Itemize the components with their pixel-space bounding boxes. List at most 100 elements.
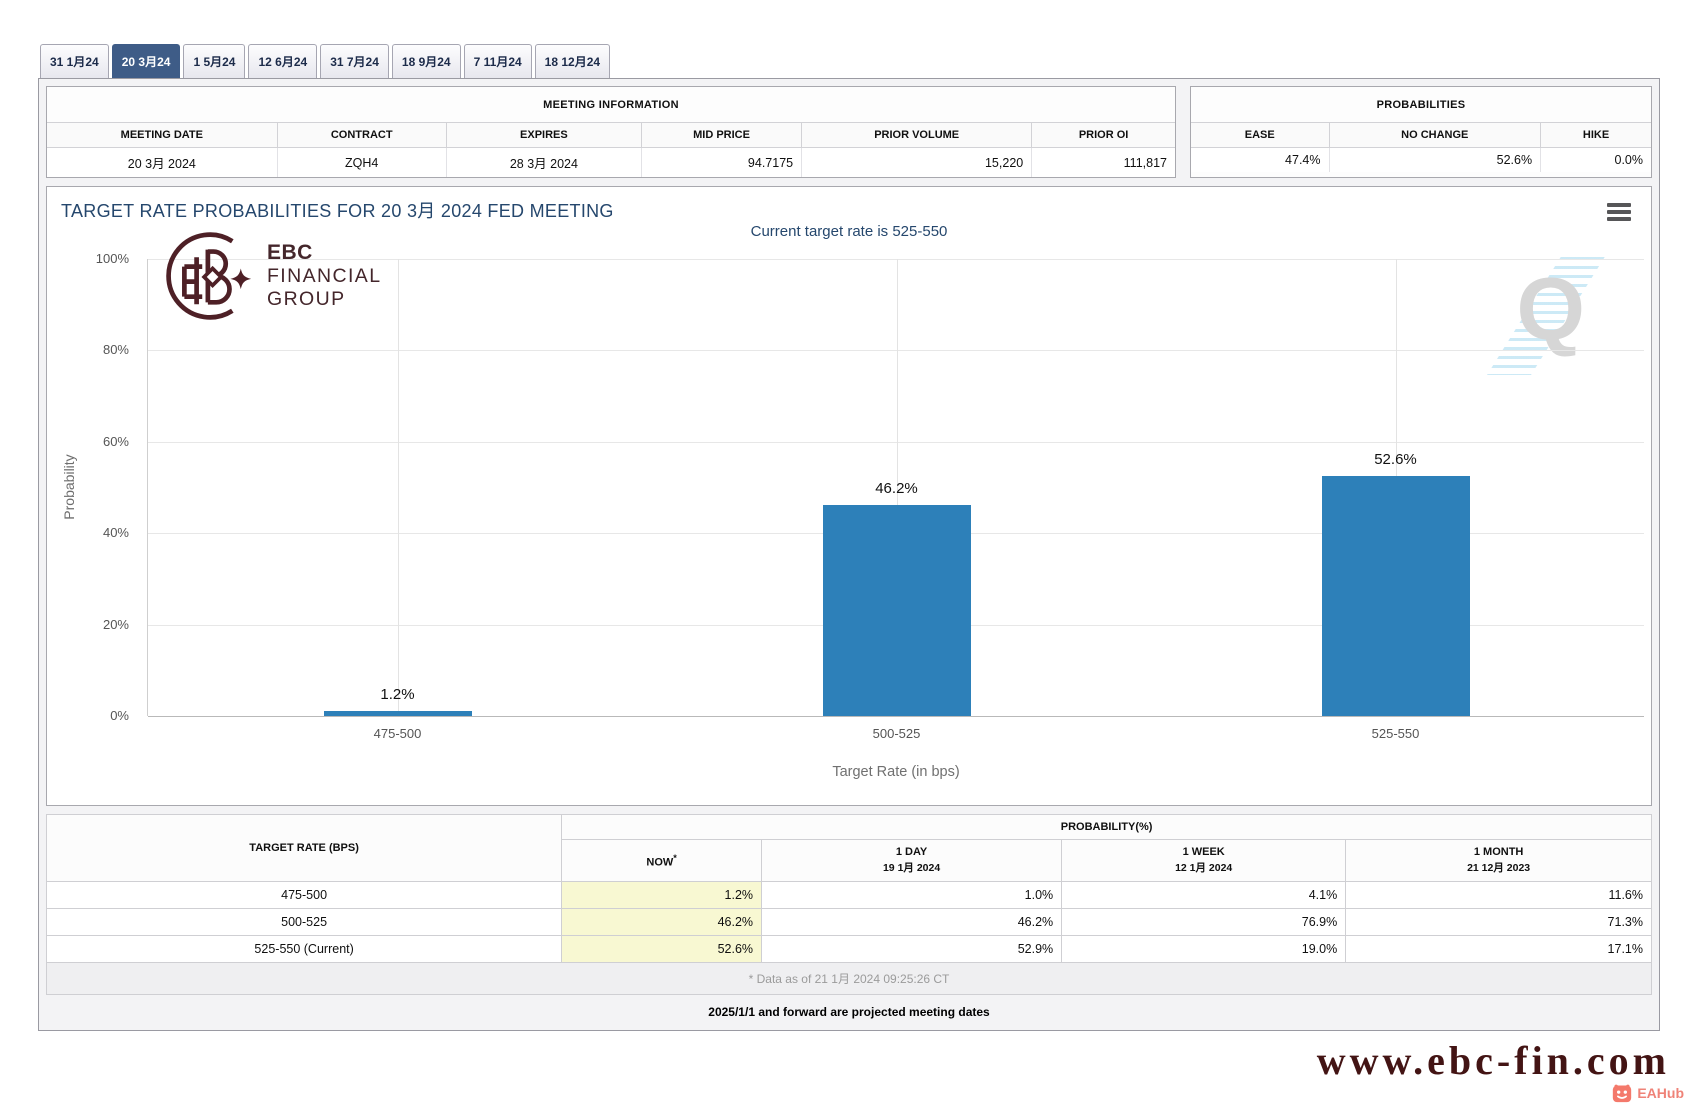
meeting-information-table: MEETING DATE CONTRACT EXPIRES MID PRICE …: [47, 122, 1175, 177]
one-week-header: 1 WEEK 12 1月 2024: [1061, 839, 1347, 882]
tab-jun12[interactable]: 12 6月24: [248, 44, 318, 78]
vertical-gridline: [397, 259, 399, 716]
expires-value: 28 3月 2024: [446, 147, 642, 177]
eahub-badge-label: EAHub: [1637, 1085, 1684, 1101]
bar-value-label: 46.2%: [875, 479, 918, 497]
col-hike: HIKE: [1540, 122, 1651, 148]
probability-group-header: PROBABILITY(%): [561, 814, 1652, 840]
rate-cell: 475-500: [45, 881, 563, 909]
gridline: [148, 350, 1644, 352]
chart-subtitle: Current target rate is 525-550: [750, 223, 948, 240]
col-expires: EXPIRES: [446, 122, 642, 148]
now-header: NOW*: [561, 839, 763, 882]
rate-cell: 500-525: [45, 908, 563, 936]
week-cell: 4.1%: [1061, 881, 1347, 909]
y-tick-label: 0%: [110, 708, 129, 723]
bar-value-label: 52.6%: [1374, 450, 1417, 468]
website-url: www.ebc-fin.com: [1316, 1038, 1670, 1083]
meeting-date-value: 20 3月 2024: [47, 147, 278, 177]
meeting-information-title: MEETING INFORMATION: [543, 99, 679, 111]
probabilities-table: EASE NO CHANGE HIKE 47.4% 52.6% 0.0%: [1191, 122, 1651, 172]
week-cell: 19.0%: [1061, 935, 1347, 963]
target-rate-chart-panel: TARGET RATE PROBABILITIES FOR 20 3月 2024…: [46, 186, 1652, 806]
bar-475-500[interactable]: [323, 710, 472, 716]
tab-jul31[interactable]: 31 7月24: [320, 44, 389, 78]
chart-title: TARGET RATE PROBABILITIES FOR 20 3月 2024…: [61, 201, 614, 221]
no-change-value: 52.6%: [1329, 147, 1542, 172]
col-prior-volume: PRIOR VOLUME: [801, 122, 1033, 148]
ebc-logo-mark-icon: [166, 232, 252, 320]
prior-oi-value: 111,817: [1031, 147, 1175, 177]
probabilities-panel: PROBABILITIES EASE NO CHANGE HIKE 47.4% …: [1190, 86, 1652, 178]
tab-mar20[interactable]: 20 3月24: [111, 44, 181, 78]
ebc-logo-text: EBC FINANCIAL GROUP: [267, 241, 381, 311]
x-tick-label: 525-550: [1371, 726, 1420, 741]
top-info-row: MEETING INFORMATION MEETING DATE CONTRAC…: [46, 86, 1652, 178]
tab-sep18[interactable]: 18 9月24: [391, 44, 461, 78]
col-no-change: NO CHANGE: [1329, 122, 1542, 148]
meeting-date-tabbar: 31 1月24 20 3月24 1 5月24 12 6月24 31 7月24 1…: [40, 44, 611, 78]
y-tick-label: 60%: [102, 433, 129, 449]
target-rate-bps-header: TARGET RATE (BPS): [45, 814, 563, 882]
col-contract: CONTRACT: [277, 122, 447, 148]
y-axis-labels: 100% 80% 60% 40% 20% 0%: [47, 251, 139, 723]
prior-volume-value: 15,220: [801, 147, 1033, 177]
bar-value-label: 1.2%: [380, 685, 415, 703]
col-meeting-date: MEETING DATE: [47, 122, 278, 148]
y-tick-label: 80%: [102, 342, 129, 358]
projected-dates-note: 2025/1/1 and forward are projected meeti…: [708, 1005, 990, 1019]
y-tick-label: 40%: [102, 525, 129, 541]
eahub-pig-icon: [1613, 1084, 1632, 1103]
probability-history-table: TARGET RATE (BPS) PROBABILITY(%) NOW* 1 …: [45, 814, 1652, 995]
tab-may1[interactable]: 1 5月24: [183, 44, 246, 78]
bar-500-525[interactable]: [822, 504, 971, 716]
x-tick-label: 500-525: [872, 726, 921, 741]
col-prior-oi: PRIOR OI: [1031, 122, 1175, 148]
plot-area: Target Rate (in bps) 1.2% 475-500 46.2% 500…: [147, 259, 1644, 780]
chart-menu-hamburger-icon[interactable]: [1607, 203, 1631, 224]
y-tick-label: 20%: [102, 616, 129, 632]
quikstrike-watermark-icon: Q: [1479, 253, 1605, 383]
x-tick-label: 475-500: [373, 726, 422, 741]
one-day-header: 1 DAY 19 1月 2024: [761, 839, 1063, 882]
meeting-information-panel: MEETING INFORMATION MEETING DATE CONTRAC…: [46, 86, 1176, 178]
day-cell: 52.9%: [761, 935, 1063, 963]
x-axis-title: Target Rate (in bps): [832, 764, 960, 780]
site-footer: www.ebc-fin.com EAHub: [1316, 1038, 1684, 1103]
bar-525-550[interactable]: [1321, 475, 1470, 716]
tab-dec18[interactable]: 18 12月24: [534, 44, 611, 78]
ebc-logo: EBC FINANCIAL GROUP: [159, 229, 381, 323]
contract-value: ZQH4: [277, 147, 447, 177]
tab-jan31[interactable]: 31 1月24: [40, 44, 109, 78]
one-month-header: 1 MONTH 21 12月 2023: [1345, 839, 1652, 882]
watermark-letter: Q: [1516, 259, 1585, 358]
table-row-475-500: 475-500 1.2% 1.0% 4.1% 11.6%: [45, 881, 1652, 909]
tab-nov7[interactable]: 7 11月24: [463, 44, 532, 78]
gridline: [148, 259, 1644, 260]
now-cell: 46.2%: [561, 908, 763, 936]
col-mid-price: MID PRICE: [641, 122, 803, 148]
ebc-logo-line1: EBC: [267, 241, 313, 264]
now-cell: 52.6%: [561, 935, 763, 963]
now-cell: 1.2%: [561, 881, 763, 909]
ebc-logo-line3: GROUP: [267, 288, 346, 310]
month-cell: 17.1%: [1345, 935, 1652, 963]
vertical-gridline: [896, 259, 898, 716]
rate-cell: 525-550 (Current): [45, 935, 563, 963]
month-cell: 71.3%: [1345, 908, 1652, 936]
mid-price-value: 94.7175: [641, 147, 803, 177]
table-row-500-525: 500-525 46.2% 46.2% 76.9% 71.3%: [45, 908, 1652, 936]
gridline: [148, 441, 1644, 443]
data-as-of-footnote: * Data as of 21 1月 2024 09:25:26 CT: [46, 962, 1652, 995]
week-cell: 76.9%: [1061, 908, 1347, 936]
main-container: MEETING INFORMATION MEETING DATE CONTRAC…: [38, 78, 1660, 1031]
day-cell: 46.2%: [761, 908, 1063, 936]
ebc-logo-line2: FINANCIAL: [267, 265, 382, 287]
probabilities-title: PROBABILITIES: [1376, 99, 1466, 111]
col-ease: EASE: [1191, 122, 1330, 148]
eahub-badge: EAHub: [1317, 1083, 1684, 1103]
table-row-525-550-current: 525-550 (Current) 52.6% 52.9% 19.0% 17.1…: [45, 935, 1652, 963]
data-as-of-row: * Data as of 21 1月 2024 09:25:26 CT: [46, 962, 1652, 995]
ease-value: 47.4%: [1191, 147, 1330, 172]
y-tick-label: 100%: [95, 251, 129, 266]
